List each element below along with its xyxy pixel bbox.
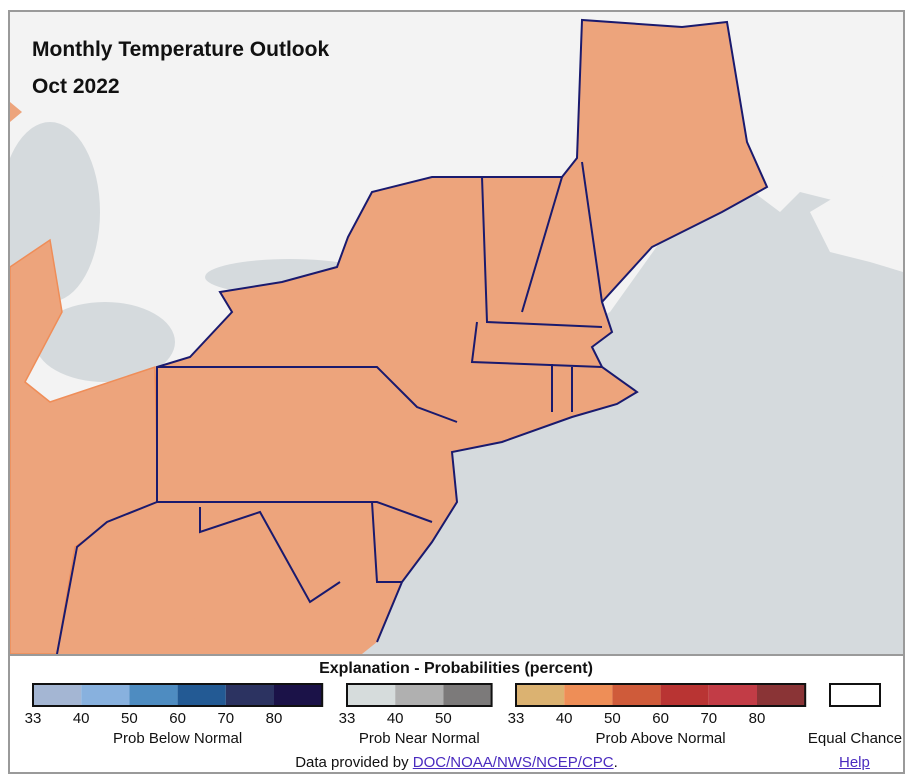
map-title: Monthly Temperature Outlook xyxy=(32,38,330,61)
legend-tick-label: 40 xyxy=(387,710,404,727)
legend-group-label: Prob Near Normal xyxy=(359,730,480,747)
legend-tick-label: 70 xyxy=(700,710,717,727)
legend-tick-label: 33 xyxy=(508,710,525,727)
footer-end: . xyxy=(613,754,618,771)
legend-swatch xyxy=(564,684,613,706)
map-subtitle: Oct 2022 xyxy=(32,75,120,98)
legend-swatch xyxy=(660,684,709,706)
legend-swatch xyxy=(612,684,661,706)
legend-frame xyxy=(829,683,881,707)
legend-swatch xyxy=(830,684,880,706)
legend-tick-label: 60 xyxy=(652,710,669,727)
help: Help xyxy=(839,754,870,771)
map xyxy=(10,12,903,654)
legend-swatch xyxy=(33,684,82,706)
legend-swatch xyxy=(443,684,492,706)
legend-tick-label: 60 xyxy=(169,710,186,727)
legend-group-label: Prob Above Normal xyxy=(596,730,726,747)
legend-group-label: Equal Chance xyxy=(808,730,902,747)
legend-tick-label: 33 xyxy=(339,710,356,727)
source-link[interactable]: DOC/NOAA/NWS/NCEP/CPC xyxy=(412,754,614,771)
legend-swatch xyxy=(757,684,806,706)
legend-frame xyxy=(515,683,807,707)
legend-swatch xyxy=(516,684,565,706)
legend-swatch xyxy=(274,684,323,706)
legend: Explanation - Probabilities (percent) 33… xyxy=(10,654,903,774)
help-link[interactable]: Help xyxy=(839,754,870,771)
outlook-panel: Monthly Temperature Outlook Oct 2022 Exp… xyxy=(8,10,905,774)
footer-text: Data provided by xyxy=(295,754,413,771)
footer: Data provided by DOC/NOAA/NWS/NCEP/CPC. xyxy=(10,754,903,771)
legend-group-label: Prob Below Normal xyxy=(113,730,242,747)
legend-swatch xyxy=(81,684,130,706)
legend-swatch xyxy=(225,684,274,706)
legend-tick-label: 80 xyxy=(749,710,766,727)
legend-tick-label: 40 xyxy=(73,710,90,727)
legend-title: Explanation - Probabilities (percent) xyxy=(319,660,593,677)
legend-frame xyxy=(32,683,324,707)
legend-tick-label: 50 xyxy=(435,710,452,727)
legend-tick-label: 70 xyxy=(217,710,234,727)
legend-swatches: Explanation - Probabilities (percent) 33… xyxy=(25,660,902,747)
legend-swatch xyxy=(395,684,444,706)
legend-swatch xyxy=(347,684,396,706)
legend-swatch xyxy=(129,684,178,706)
legend-swatch xyxy=(708,684,757,706)
legend-tick-label: 40 xyxy=(556,710,573,727)
legend-tick-label: 80 xyxy=(266,710,283,727)
legend-tick-label: 50 xyxy=(604,710,621,727)
legend-tick-label: 33 xyxy=(25,710,42,727)
legend-frame xyxy=(346,683,493,707)
legend-tick-label: 50 xyxy=(121,710,138,727)
legend-swatch xyxy=(177,684,226,706)
